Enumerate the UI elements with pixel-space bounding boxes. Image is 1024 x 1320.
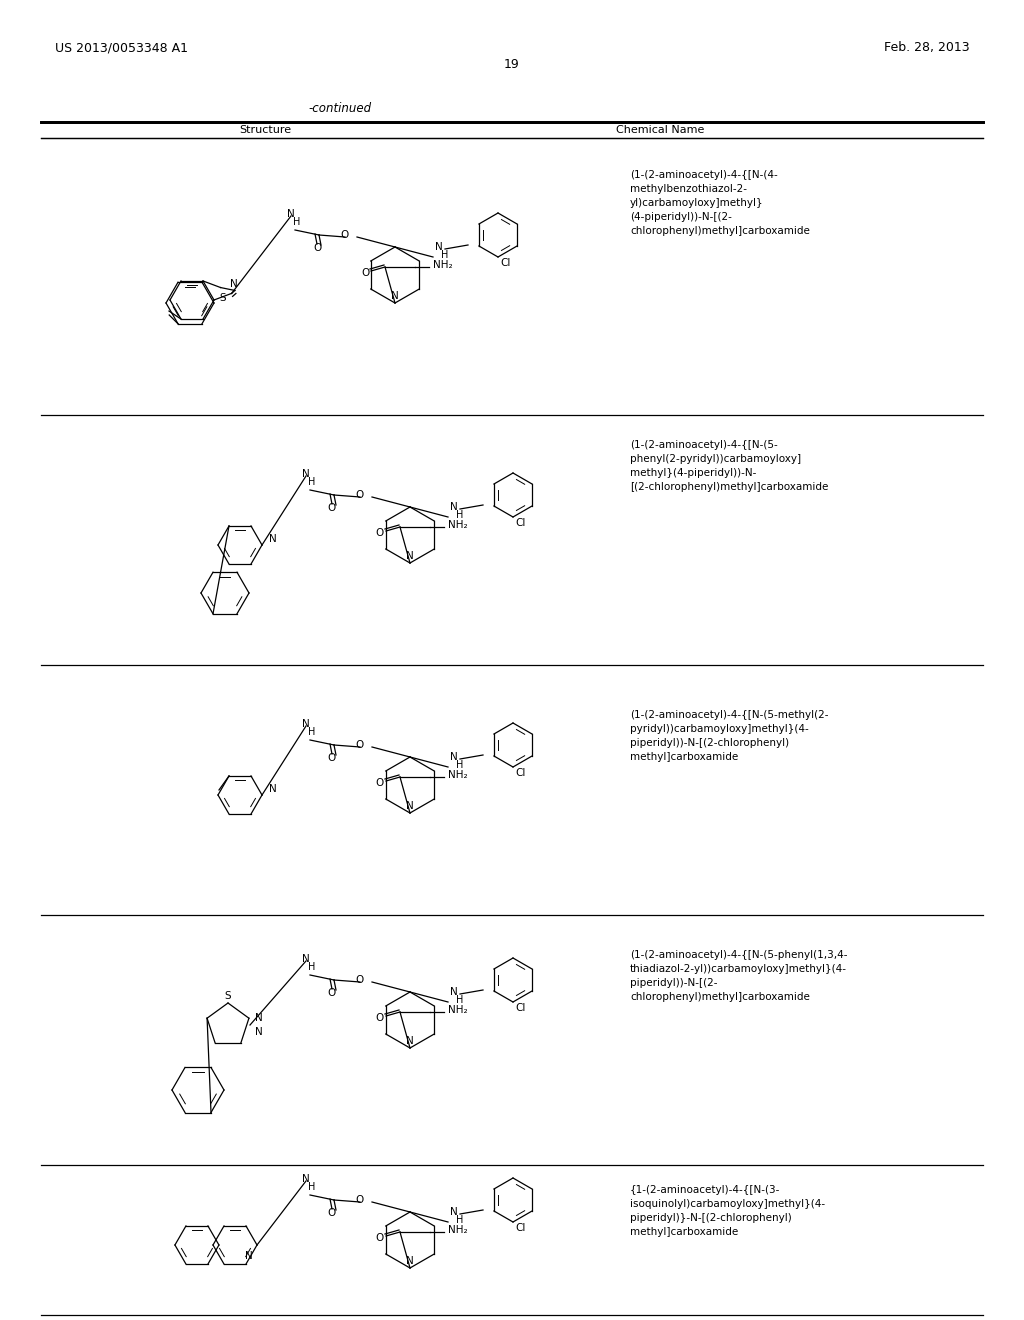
Text: O: O bbox=[376, 1233, 384, 1243]
Text: N: N bbox=[245, 1251, 253, 1261]
Text: O: O bbox=[355, 1195, 364, 1205]
Text: N: N bbox=[255, 1014, 263, 1023]
Text: Chemical Name: Chemical Name bbox=[615, 125, 705, 135]
Text: N: N bbox=[302, 469, 310, 479]
Text: O: O bbox=[376, 777, 384, 788]
Text: O: O bbox=[355, 975, 364, 985]
Text: O: O bbox=[360, 268, 369, 279]
Text: N: N bbox=[302, 954, 310, 964]
Text: O: O bbox=[328, 752, 336, 763]
Text: H: H bbox=[308, 1181, 315, 1192]
Text: -continued: -continued bbox=[308, 102, 372, 115]
Text: H: H bbox=[441, 249, 449, 260]
Text: O: O bbox=[313, 243, 322, 253]
Text: NH₂: NH₂ bbox=[449, 1005, 468, 1015]
Text: N: N bbox=[407, 801, 414, 810]
Text: O: O bbox=[328, 987, 336, 998]
Text: N: N bbox=[450, 502, 458, 512]
Text: (1-(2-aminoacetyl)-4-{[N-(5-methyl(2-
pyridyl))carbamoyloxy]methyl}(4-
piperidyl: (1-(2-aminoacetyl)-4-{[N-(5-methyl(2- py… bbox=[630, 710, 828, 762]
Text: Cl: Cl bbox=[515, 1003, 525, 1012]
Text: NH₂: NH₂ bbox=[449, 1225, 468, 1236]
Text: Cl: Cl bbox=[515, 517, 525, 528]
Text: {1-(2-aminoacetyl)-4-{[N-(3-
isoquinolyl)carbamoyloxy]methyl}(4-
piperidyl)}-N-[: {1-(2-aminoacetyl)-4-{[N-(3- isoquinolyl… bbox=[630, 1185, 825, 1237]
Text: H: H bbox=[456, 995, 464, 1005]
Text: N: N bbox=[450, 987, 458, 997]
Text: N: N bbox=[302, 719, 310, 729]
Text: H: H bbox=[456, 510, 464, 520]
Text: N: N bbox=[269, 535, 276, 544]
Text: Cl: Cl bbox=[515, 1224, 525, 1233]
Text: H: H bbox=[293, 216, 301, 227]
Text: N: N bbox=[407, 1257, 414, 1266]
Text: O: O bbox=[328, 503, 336, 513]
Text: 19: 19 bbox=[504, 58, 520, 71]
Text: S: S bbox=[219, 293, 226, 302]
Text: NH₂: NH₂ bbox=[433, 260, 453, 271]
Text: N: N bbox=[287, 209, 295, 219]
Text: O: O bbox=[355, 741, 364, 750]
Text: N: N bbox=[391, 290, 399, 301]
Text: NH₂: NH₂ bbox=[449, 770, 468, 780]
Text: H: H bbox=[308, 962, 315, 972]
Text: N: N bbox=[450, 752, 458, 762]
Text: (1-(2-aminoacetyl)-4-{[N-(4-
methylbenzothiazol-2-
yl)carbamoyloxy]methyl}
(4-pi: (1-(2-aminoacetyl)-4-{[N-(4- methylbenzo… bbox=[630, 170, 810, 236]
Text: N: N bbox=[407, 1036, 414, 1045]
Text: N: N bbox=[407, 550, 414, 561]
Text: N: N bbox=[450, 1206, 458, 1217]
Text: NH₂: NH₂ bbox=[449, 520, 468, 531]
Text: H: H bbox=[456, 1214, 464, 1225]
Text: O: O bbox=[341, 230, 349, 240]
Text: O: O bbox=[376, 528, 384, 539]
Text: N: N bbox=[255, 1027, 263, 1036]
Text: N: N bbox=[435, 242, 442, 252]
Text: US 2013/0053348 A1: US 2013/0053348 A1 bbox=[55, 41, 188, 54]
Text: H: H bbox=[308, 727, 315, 737]
Text: Structure: Structure bbox=[239, 125, 291, 135]
Text: (1-(2-aminoacetyl)-4-{[N-(5-
phenyl(2-pyridyl))carbamoyloxy]
methyl}(4-piperidyl: (1-(2-aminoacetyl)-4-{[N-(5- phenyl(2-py… bbox=[630, 440, 828, 492]
Text: S: S bbox=[224, 991, 231, 1001]
Text: O: O bbox=[376, 1012, 384, 1023]
Text: O: O bbox=[328, 1208, 336, 1218]
Text: Cl: Cl bbox=[500, 257, 510, 268]
Text: N: N bbox=[269, 784, 276, 795]
Text: O: O bbox=[355, 490, 364, 500]
Text: H: H bbox=[308, 477, 315, 487]
Text: (1-(2-aminoacetyl)-4-{[N-(5-phenyl(1,3,4-
thiadiazol-2-yl))carbamoyloxy]methyl}(: (1-(2-aminoacetyl)-4-{[N-(5-phenyl(1,3,4… bbox=[630, 950, 848, 1002]
Text: Cl: Cl bbox=[515, 768, 525, 777]
Text: H: H bbox=[456, 760, 464, 770]
Text: N: N bbox=[229, 280, 238, 289]
Text: Feb. 28, 2013: Feb. 28, 2013 bbox=[885, 41, 970, 54]
Text: N: N bbox=[302, 1173, 310, 1184]
